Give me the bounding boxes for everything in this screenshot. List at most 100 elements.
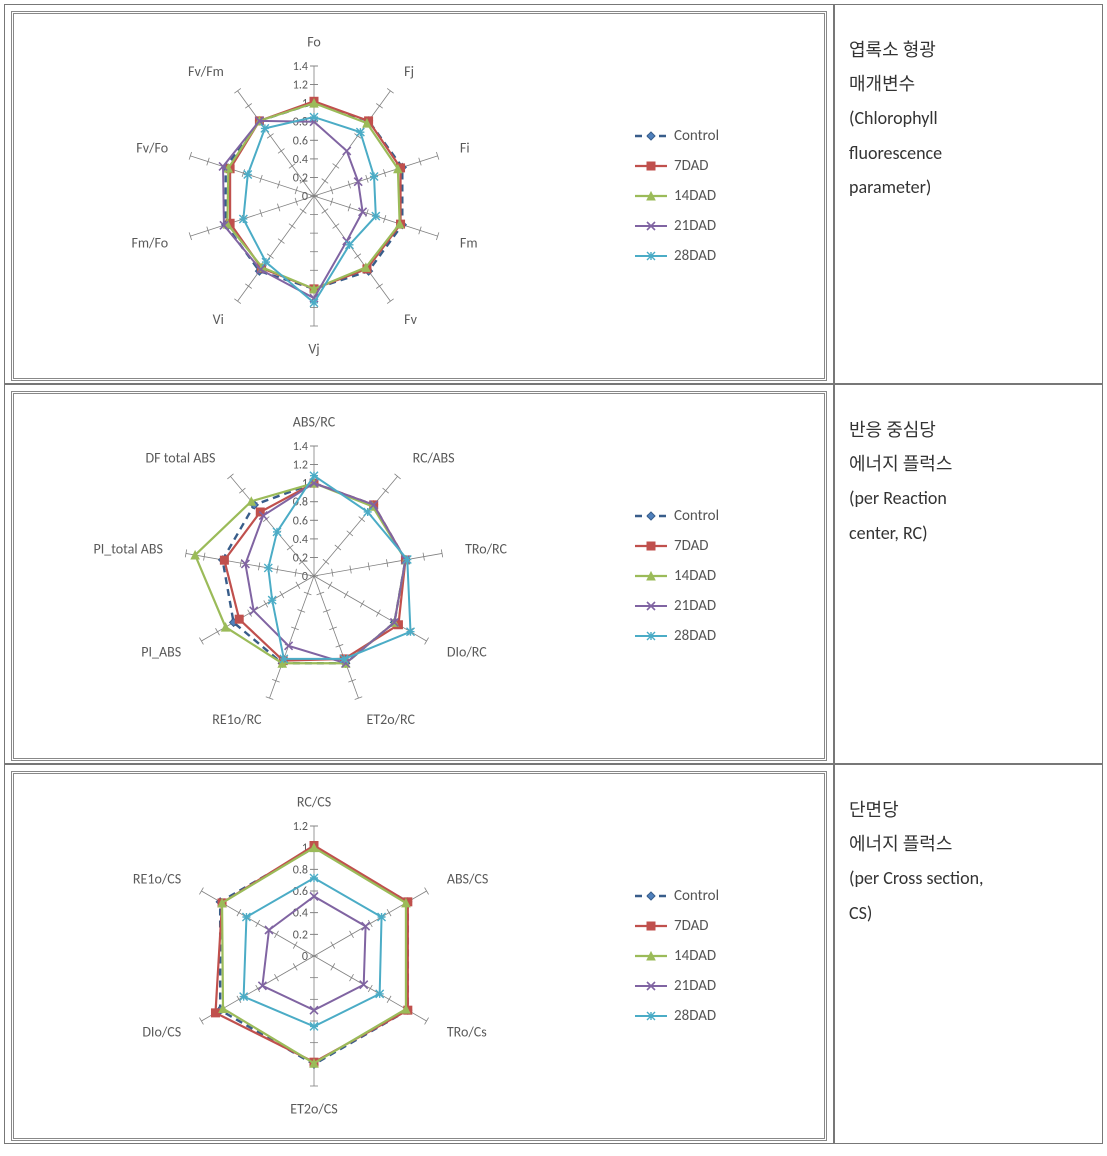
legend-item-control: Control: [634, 123, 824, 150]
svg-text:ABS/RC: ABS/RC: [293, 414, 336, 431]
description-line: 단면당: [849, 793, 1088, 827]
chart3-radar: RC/CSABS/CSTRo/CsET2o/CSDIo/CSRE1o/CS00.…: [14, 774, 634, 1138]
legend-swatch-icon: [634, 129, 668, 143]
svg-text:TRo/Cs: TRo/Cs: [447, 1024, 487, 1041]
svg-text:0.6: 0.6: [293, 885, 308, 899]
legend-swatch-icon: [634, 569, 668, 583]
description-line: 에너지 플럭스: [849, 827, 1088, 861]
svg-text:RC/ABS: RC/ABS: [413, 449, 455, 466]
legend-label: 28DAD: [674, 243, 716, 270]
legend-label: 7DAD: [674, 153, 709, 180]
legend-swatch-icon: [634, 979, 668, 993]
legend-swatch-icon: [634, 949, 668, 963]
legend-swatch-icon: [634, 889, 668, 903]
legend-label: 14DAD: [674, 563, 716, 590]
description-line: CS): [849, 896, 1088, 930]
legend-item-7dad: 7DAD: [634, 153, 824, 180]
svg-text:Fm: Fm: [460, 234, 478, 251]
legend-label: Control: [674, 503, 719, 530]
legend-swatch-icon: [634, 159, 668, 173]
svg-text:Fi: Fi: [460, 140, 470, 157]
svg-text:1.4: 1.4: [293, 440, 308, 454]
description-line: 엽록소 형광: [849, 33, 1088, 67]
svg-text:Vi: Vi: [213, 311, 224, 328]
legend-item-28dad: 28DAD: [634, 1003, 824, 1030]
legend-label: 7DAD: [674, 913, 709, 940]
chart1-cell: FoFjFiFmFvVjViFm/FoFv/FoFv/Fm00.20.40.60…: [4, 4, 834, 384]
description-line: 매개변수: [849, 67, 1088, 101]
svg-text:PI_total ABS: PI_total ABS: [94, 540, 163, 557]
svg-text:DIo/CS: DIo/CS: [142, 1024, 181, 1041]
svg-text:0: 0: [302, 570, 308, 584]
chart2-frame: ABS/RC RC/ABS TRo/RC DIo/RC ET2o/RC RE1o/RC PI…: [11, 391, 827, 761]
legend-swatch-icon: [634, 509, 668, 523]
legend-label: 14DAD: [674, 183, 716, 210]
chart1-frame: FoFjFiFmFvVjViFm/FoFv/FoFv/Fm00.20.40.60…: [11, 11, 827, 381]
svg-text:Fo: Fo: [307, 34, 321, 51]
description-line: parameter): [849, 170, 1088, 204]
chart1-description: 엽록소 형광매개변수(Chlorophyllfluorescenceparame…: [834, 4, 1103, 384]
svg-text:Fv/Fm: Fv/Fm: [188, 63, 224, 80]
svg-text:PI_ABS: PI_ABS: [141, 644, 181, 661]
description-line: (per Reaction: [849, 481, 1088, 515]
legend-item-21dad: 21DAD: [634, 593, 824, 620]
svg-text:TRo/RC: TRo/RC: [465, 540, 507, 557]
svg-text:0.4: 0.4: [293, 153, 308, 167]
description-line: 에너지 플럭스: [849, 447, 1088, 481]
svg-text:RE1o/CS: RE1o/CS: [133, 870, 181, 887]
chart2-description: 반응 중심당에너지 플럭스(per Reaction center, RC): [834, 384, 1103, 764]
legend-item-28dad: 28DAD: [634, 243, 824, 270]
legend-item-7dad: 7DAD: [634, 913, 824, 940]
svg-text:Fj: Fj: [404, 63, 414, 80]
svg-text:ET2o/CS: ET2o/CS: [290, 1100, 337, 1117]
chart3-legend: Control 7DAD 14DAD 21DAD 28DAD: [634, 880, 824, 1033]
chart3-description: 단면당에너지 플럭스(per Cross section,CS): [834, 764, 1103, 1144]
legend-swatch-icon: [634, 539, 668, 553]
legend-swatch-icon: [634, 189, 668, 203]
svg-text:1.2: 1.2: [293, 820, 308, 834]
description-line: (per Cross section,: [849, 861, 1088, 895]
legend-item-14dad: 14DAD: [634, 943, 824, 970]
svg-text:0.2: 0.2: [293, 928, 308, 942]
row-1: FoFjFiFmFvVjViFm/FoFv/FoFv/Fm00.20.40.60…: [4, 4, 1103, 384]
svg-text:0: 0: [302, 190, 308, 204]
svg-text:0.2: 0.2: [293, 171, 308, 185]
legend-swatch-icon: [634, 919, 668, 933]
svg-text:1.2: 1.2: [293, 459, 308, 473]
svg-text:ET2o/RC: ET2o/RC: [366, 711, 415, 728]
legend-swatch-icon: [634, 219, 668, 233]
legend-swatch-icon: [634, 599, 668, 613]
chart3-cell: RC/CSABS/CSTRo/CsET2o/CSDIo/CSRE1o/CS00.…: [4, 764, 834, 1144]
legend-swatch-icon: [634, 249, 668, 263]
svg-text:1.4: 1.4: [293, 60, 308, 74]
legend-label: 7DAD: [674, 533, 709, 560]
svg-text:Fv: Fv: [404, 311, 417, 328]
legend-item-14dad: 14DAD: [634, 183, 824, 210]
svg-text:0.4: 0.4: [293, 907, 308, 921]
row-3: RC/CSABS/CSTRo/CsET2o/CSDIo/CSRE1o/CS00.…: [4, 764, 1103, 1144]
legend-label: 21DAD: [674, 973, 716, 1000]
legend-label: Control: [674, 883, 719, 910]
legend-item-21dad: 21DAD: [634, 213, 824, 240]
legend-swatch-icon: [634, 1009, 668, 1023]
svg-text:0.2: 0.2: [293, 551, 308, 565]
svg-text:Vj: Vj: [308, 340, 319, 357]
legend-label: Control: [674, 123, 719, 150]
legend-label: 28DAD: [674, 1003, 716, 1030]
legend-label: 21DAD: [674, 213, 716, 240]
svg-text:RE1o/RC: RE1o/RC: [212, 711, 262, 728]
legend-item-control: Control: [634, 883, 824, 910]
chart1-legend: Control 7DAD 14DAD 21DAD 28DAD: [634, 120, 824, 273]
description-line: fluorescence: [849, 136, 1088, 170]
row-2: ABS/RC RC/ABS TRo/RC DIo/RC ET2o/RC RE1o/RC PI…: [4, 384, 1103, 764]
svg-text:0.8: 0.8: [293, 116, 308, 130]
svg-text:0.4: 0.4: [293, 533, 308, 547]
legend-item-28dad: 28DAD: [634, 623, 824, 650]
svg-text:0: 0: [302, 950, 308, 964]
figure-table: FoFjFiFmFvVjViFm/FoFv/FoFv/Fm00.20.40.60…: [4, 4, 1103, 1144]
svg-text:DIo/RC: DIo/RC: [447, 644, 487, 661]
description-line: (Chlorophyll: [849, 101, 1088, 135]
legend-swatch-icon: [634, 629, 668, 643]
legend-label: 28DAD: [674, 623, 716, 650]
svg-text:Fm/Fo: Fm/Fo: [131, 234, 168, 251]
